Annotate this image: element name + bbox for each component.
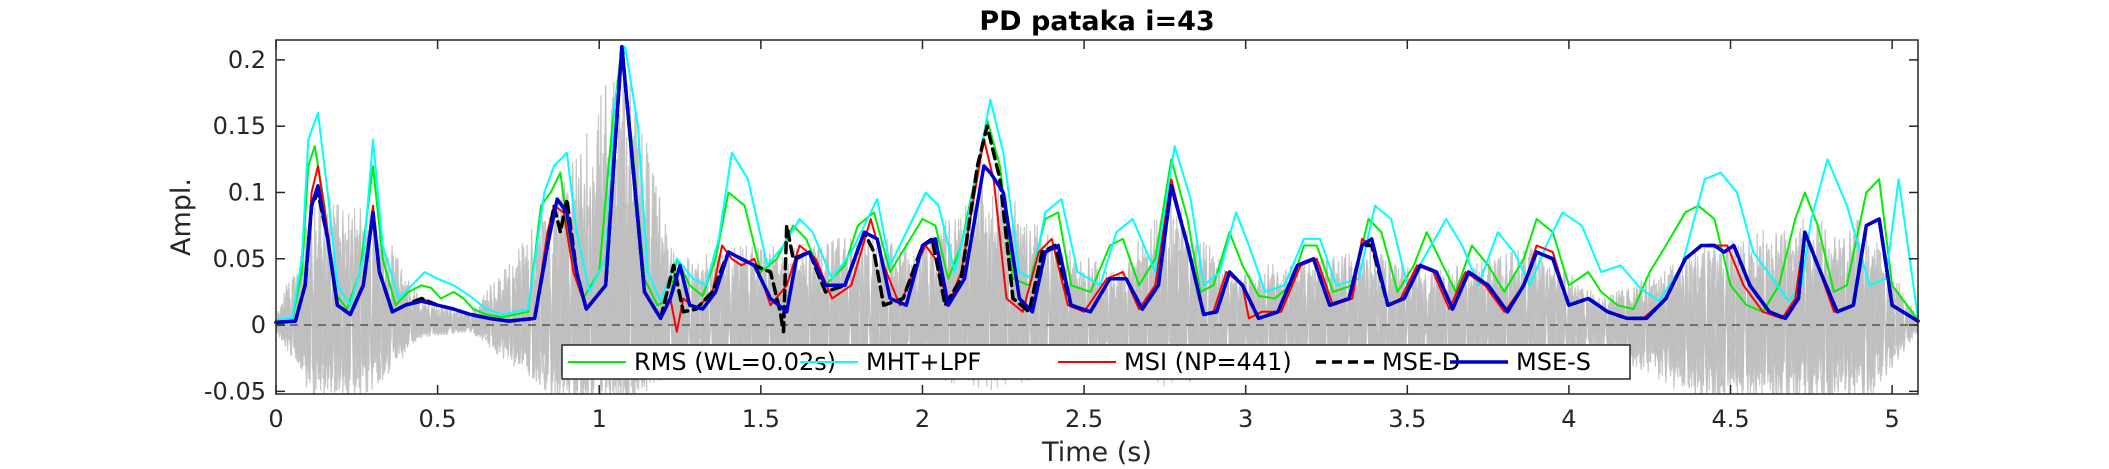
chart-title: PD pataka i=43 bbox=[979, 6, 1214, 37]
legend-label: MSE-D bbox=[1382, 348, 1460, 376]
y-tick-label: -0.05 bbox=[204, 377, 266, 405]
x-tick-label: 1.5 bbox=[742, 405, 780, 433]
y-tick-label: 0.2 bbox=[228, 46, 266, 74]
x-axis-label: Time (s) bbox=[1041, 437, 1152, 468]
x-tick-label: 5 bbox=[1885, 405, 1900, 433]
legend-label: MSI (NP=441) bbox=[1124, 348, 1292, 376]
x-tick-label: 3.5 bbox=[1388, 405, 1426, 433]
x-tick-label: 4.5 bbox=[1711, 405, 1749, 433]
legend: RMS (WL=0.02s) MHT+LPF MSI (NP=441) MSE-D MS… bbox=[561, 344, 1631, 380]
x-tick-label: 0 bbox=[268, 405, 283, 433]
x-tick-label: 2.5 bbox=[1065, 405, 1103, 433]
y-tick-label: 0 bbox=[251, 311, 266, 339]
series-line-mse-s bbox=[274, 44, 1920, 325]
legend-label: MSE-S bbox=[1516, 348, 1591, 376]
series-lines bbox=[274, 44, 1920, 334]
x-tick-label: 3 bbox=[1238, 405, 1253, 433]
x-tick-label: 0.5 bbox=[419, 405, 457, 433]
y-tick-label: 0.05 bbox=[213, 245, 266, 273]
x-tick-label: 1 bbox=[592, 405, 607, 433]
legend-label: MHT+LPF bbox=[866, 348, 981, 376]
axes bbox=[275, 39, 1919, 395]
ticks: 0 0.5 1 1.5 2 2.5 3 3.5 4 4.5 5-0.0500.050.10.150.… bbox=[204, 40, 1918, 433]
y-tick-label: 0.15 bbox=[213, 112, 266, 140]
y-tick-label: 0.1 bbox=[228, 178, 266, 206]
x-tick-label: 2 bbox=[915, 405, 930, 433]
axes-box bbox=[275, 39, 1919, 395]
x-tick-label: 4 bbox=[1561, 405, 1576, 433]
y-axis-label: Ampl. bbox=[166, 178, 197, 256]
series-line-mht-lpf bbox=[275, 45, 1919, 321]
